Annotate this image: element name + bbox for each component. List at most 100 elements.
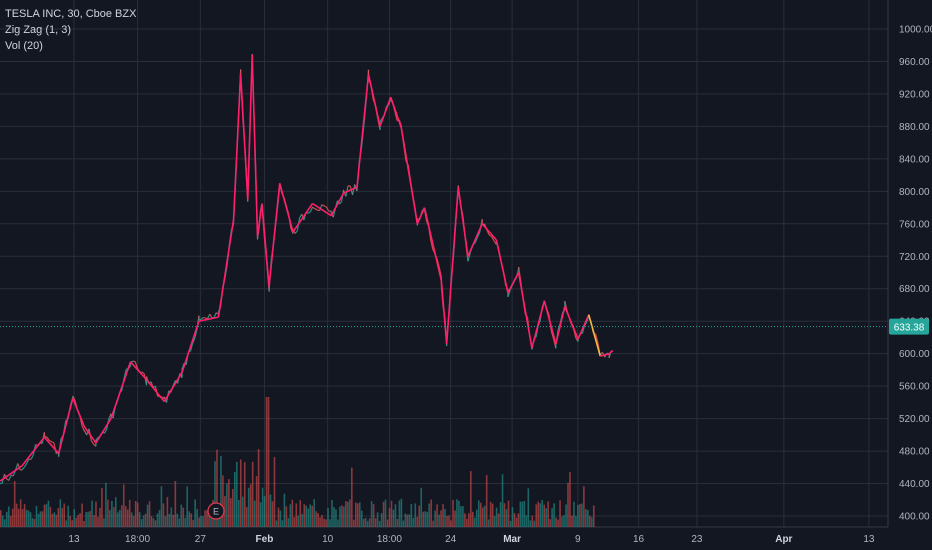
zigzag-indicator-label[interactable]: Zig Zag (1, 3) — [5, 24, 72, 36]
volume-bar — [138, 511, 141, 527]
volume-bar — [164, 516, 167, 527]
volume-bar — [444, 509, 446, 527]
volume-bar — [105, 482, 107, 527]
zigzag-segment — [21, 436, 46, 467]
volume-bar — [388, 508, 391, 527]
volume-bar — [428, 503, 430, 527]
price-segment — [53, 442, 57, 454]
zigzag-segment — [356, 74, 370, 188]
volume-bar — [279, 510, 282, 527]
volume-bar — [13, 481, 16, 527]
price-segment — [323, 205, 327, 208]
zigzag-segment — [145, 379, 165, 403]
volume-bar — [460, 506, 462, 527]
volume-bar — [206, 510, 208, 527]
volume-bar — [333, 507, 335, 527]
volume-bar — [317, 513, 319, 527]
price-segment — [141, 371, 145, 375]
volume-bar — [368, 518, 371, 527]
volume-bar — [140, 519, 143, 527]
volume-bar — [370, 501, 373, 527]
volume-bar — [148, 501, 151, 527]
volume-bar — [43, 504, 46, 527]
volume-bar — [358, 502, 361, 527]
volume-bar — [236, 461, 238, 527]
symbol-title[interactable]: TESLA INC, 30, Cboe BZX — [5, 8, 137, 20]
price-segment — [595, 333, 599, 344]
price-segment — [209, 313, 213, 319]
volume-bar — [222, 475, 224, 527]
price-segment — [81, 425, 85, 432]
zigzag-series — [0, 54, 614, 482]
volume-bar — [587, 509, 589, 527]
volume-bar — [360, 510, 363, 527]
volume-bar — [281, 520, 284, 527]
volume-bar — [265, 397, 268, 527]
volume-bar — [190, 513, 192, 527]
volume-bar — [210, 514, 212, 527]
volume-bar — [327, 508, 329, 527]
volume-bar — [172, 514, 175, 527]
volume-bar — [293, 517, 296, 527]
y-tick-label: 1000.00 — [899, 25, 932, 36]
volume-bar — [29, 512, 32, 527]
volume-bar — [198, 517, 200, 527]
volume-bar — [561, 516, 563, 527]
volume-bar — [47, 500, 50, 527]
price-segment — [48, 439, 52, 443]
volume-bar — [398, 500, 401, 527]
volume-bar — [37, 513, 40, 527]
volume-indicator-label[interactable]: Vol (20) — [5, 40, 43, 52]
volume-bar — [273, 457, 276, 527]
price-segment — [26, 458, 30, 464]
volume-bar — [109, 510, 111, 527]
y-tick-label: 880.00 — [899, 122, 930, 133]
volume-bar — [81, 503, 83, 527]
zigzag-segment — [261, 203, 270, 287]
volume-bar — [162, 503, 165, 527]
x-tick-label: 9 — [575, 534, 581, 545]
price-segment — [192, 338, 196, 344]
volume-bar — [220, 455, 222, 527]
volume-bar — [448, 515, 450, 527]
zigzag-segment — [543, 300, 557, 345]
volume-bar — [353, 519, 355, 527]
volume-bar — [99, 507, 101, 527]
volume-bar — [275, 520, 278, 527]
volume-bar — [111, 500, 113, 527]
price-segment — [486, 229, 490, 236]
price-segment — [507, 290, 511, 298]
volume-bar — [422, 511, 425, 527]
volume-bar — [188, 511, 191, 527]
zigzag-segment — [608, 349, 614, 355]
volume-bar — [263, 496, 266, 527]
volume-bar — [585, 509, 587, 527]
volume-bar — [579, 503, 581, 527]
volume-bar — [563, 514, 565, 527]
volume-bar — [261, 487, 264, 527]
y-tick-label: 960.00 — [899, 57, 930, 68]
x-tick-label: 18:00 — [125, 534, 150, 545]
volume-bar — [146, 504, 149, 527]
volume-bar — [430, 499, 432, 527]
volume-bar — [85, 512, 87, 527]
price-segment — [476, 231, 481, 238]
price-segment — [14, 463, 19, 471]
volume-bar — [535, 504, 538, 527]
volume-bar — [234, 472, 236, 527]
volume-bar — [507, 500, 510, 527]
volume-bar — [497, 513, 500, 527]
zigzag-segment — [268, 183, 281, 287]
volume-bar — [277, 507, 280, 527]
volume-bar — [501, 474, 504, 527]
volume-bar — [376, 512, 379, 527]
volume-bar — [339, 506, 341, 527]
volume-bar — [567, 482, 569, 527]
price-segment — [319, 204, 323, 211]
volume-bar — [404, 513, 407, 527]
price-segment — [207, 313, 211, 319]
price-segment — [23, 463, 28, 468]
volume-bar — [581, 503, 583, 527]
